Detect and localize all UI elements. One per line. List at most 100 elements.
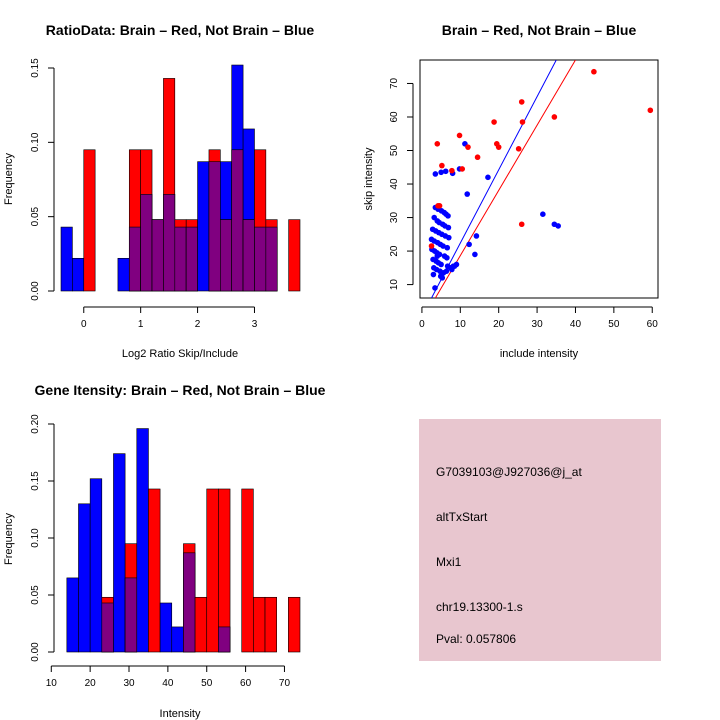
ratio-bars-x-tick-label: 1: [138, 319, 144, 330]
brain-bar: [288, 596, 301, 653]
not-brain-point: [555, 223, 561, 229]
scatter-x-tick-label: 40: [570, 319, 582, 330]
not-brain-point: [466, 241, 472, 248]
int-bars-x-tick-label: 30: [123, 678, 135, 689]
overlap-bar: [151, 219, 164, 292]
region-text: chr19.13300-1.s: [436, 600, 523, 614]
not-brain-bar: [159, 602, 173, 653]
int-bars-y-tick-label: 0.10: [30, 528, 41, 548]
brain-bar: [148, 488, 161, 653]
not-brain-point: [445, 213, 451, 219]
brain-point: [436, 203, 443, 209]
brain-point: [647, 107, 654, 114]
not-brain-point: [540, 211, 546, 217]
brain-point: [491, 119, 497, 125]
ratio-histogram-y-axis: 0.00 0.05 0.10 0.15: [30, 58, 55, 301]
pval-text: Pval: 0.057806: [436, 632, 516, 646]
scatter-y-tick-label: 50: [389, 145, 400, 157]
int-bars-y-tick-label: 0.15: [30, 471, 41, 491]
overlap-bar: [254, 226, 267, 292]
scatter-y-tick-label: 40: [389, 178, 400, 190]
intensity-histogram-y-axis: 0.00 0.05 0.10 0.15 0.20: [30, 414, 55, 662]
int-bars-x-tick-label: 60: [240, 678, 252, 689]
int-bars-y-tick-label: 0.00: [30, 642, 41, 662]
brain-fit-line: [434, 60, 576, 298]
not-brain-point: [438, 261, 444, 268]
brain-point: [518, 221, 525, 228]
not-brain-point: [444, 254, 450, 261]
brain-point: [439, 162, 445, 169]
ratio-bars-x-tick-label: 0: [81, 319, 87, 330]
ratio-bars-x-tick-label: 3: [252, 319, 258, 330]
not-brain-bar: [197, 161, 210, 292]
not-brain-bar: [113, 453, 126, 653]
brain-point: [428, 243, 435, 249]
scatter-y-tick-label: 30: [389, 212, 400, 224]
scatter-title: Brain – Red, Not Brain – Blue: [442, 22, 637, 38]
overlap-bar: [101, 602, 114, 653]
int-bars-x-tick-label: 50: [201, 678, 213, 689]
overlap-bar: [185, 226, 198, 292]
intensity-histogram-x-axis: 10 20 30 40 50 60 70: [46, 665, 291, 689]
brain-bar: [83, 149, 96, 292]
brain-point: [495, 144, 502, 150]
ratio-histogram-title: RatioData: Brain – Red, Not Brain – Blue: [46, 22, 315, 38]
brain-point: [449, 167, 455, 174]
not-brain-bar: [78, 503, 91, 653]
not-brain-point: [450, 263, 457, 269]
brain-point: [459, 166, 466, 172]
int-bars-x-tick-label: 70: [279, 678, 291, 689]
brain-bar: [253, 596, 266, 653]
not-brain-point: [445, 234, 452, 241]
not-brain-bar: [60, 226, 73, 292]
not-brain-bar: [136, 428, 149, 653]
overlap-bar: [174, 226, 187, 292]
overlap-bar: [128, 226, 141, 292]
not-brain-bar: [89, 478, 103, 653]
scatter-y-tick-label: 20: [389, 245, 400, 257]
intensity-histogram-panel: Gene Itensity: Brain – Red, Not Brain – …: [3, 382, 326, 720]
brain-point: [456, 132, 463, 139]
brain-bar: [264, 596, 277, 653]
not-brain-point: [432, 171, 439, 177]
ratio-histogram-x-axis: 0 1 2 3: [81, 306, 258, 330]
not-brain-point: [432, 285, 438, 291]
brain-point: [518, 99, 525, 105]
ratio-histogram-bars: [60, 64, 301, 292]
not-brain-point: [440, 243, 446, 249]
probe-info-panel: G7039103@J927036@j_at altTxStart Mxi1 ch…: [419, 419, 661, 661]
not-brain-point: [438, 169, 444, 176]
ratio-histogram-x-label: Log2 Ratio Skip/Include: [122, 348, 238, 360]
not-brain-point: [439, 275, 446, 281]
int-bars-x-tick-label: 20: [85, 678, 97, 689]
gene-name-text: Mxi1: [436, 555, 462, 569]
not-brain-bar: [117, 257, 130, 292]
overlap-bar: [163, 194, 176, 292]
ratio-bars-x-tick-label: 2: [195, 319, 201, 330]
scatter-fit-lines: [431, 60, 576, 298]
brain-point: [519, 119, 526, 125]
probe-id-text: G7039103@J927036@j_at: [436, 465, 582, 479]
scatter-x-tick-label: 60: [647, 319, 659, 330]
overlap-bar: [265, 226, 278, 292]
not-brain-point: [430, 271, 437, 278]
int-bars-x-tick-label: 40: [162, 678, 174, 689]
not-brain-point: [472, 251, 478, 258]
scatter-y-axis: 10 20 30 40 50 60 70: [389, 77, 414, 290]
ratio-histogram-y-label: Frequency: [3, 153, 15, 205]
not-brain-point: [442, 168, 449, 175]
ratio-histogram-panel: RatioData: Brain – Red, Not Brain – Blue…: [3, 22, 314, 360]
not-brain-point: [485, 174, 491, 181]
overlap-bar: [220, 219, 233, 292]
not-brain-point: [443, 268, 450, 274]
not-brain-point: [434, 253, 441, 259]
brain-bar: [241, 488, 254, 653]
not-brain-bar: [66, 577, 79, 653]
overlap-bar: [140, 194, 153, 292]
scatter-x-label: include intensity: [500, 348, 579, 360]
not-brain-bar: [171, 626, 184, 653]
intensity-histogram-y-label: Frequency: [3, 513, 15, 565]
scatter-x-tick-label: 10: [455, 319, 467, 330]
not-brain-point: [464, 191, 471, 197]
